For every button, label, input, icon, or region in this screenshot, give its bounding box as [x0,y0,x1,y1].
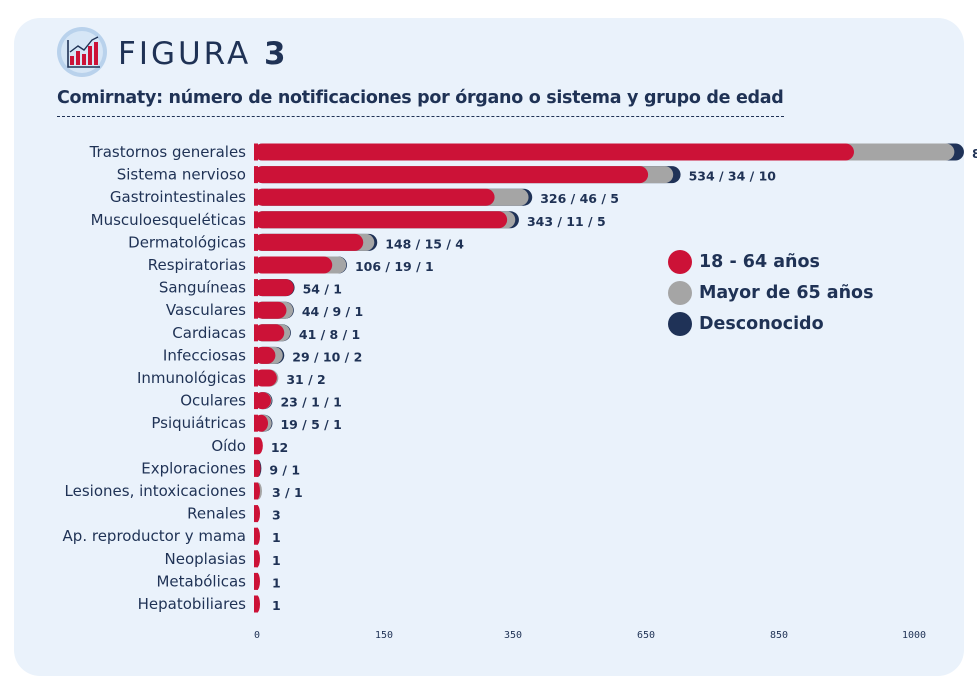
chart-subtitle: Comirnaty: número de notificaciones por … [57,88,784,108]
category-label-respiratorias: Respiratorias [148,256,246,274]
legend-label-18-64: 18 - 64 años [699,251,820,272]
category-label-oido: Oído [211,437,246,455]
bar-base-neoplasias [254,550,258,568]
bar-base-respiratorias [254,256,258,274]
bar-musculoesqueleticas-18-64-anos [254,211,508,229]
data-label-infecciosas: 29 / 10 / 2 [292,349,362,364]
data-label-metabolicas: 1 [272,575,281,590]
legend-item-18-64: 18 - 64 años [668,246,873,277]
x-tick-label-850: 850 [770,630,788,641]
data-label-dermatologicas: 148 / 15 / 4 [385,236,464,251]
data-label-gastrointestinales: 326 / 46 / 5 [540,191,619,206]
figure-number: 3 [264,36,286,72]
bar-base-lesiones-intoxicaciones [254,482,258,500]
bar-respiratorias-18-64-anos [254,256,333,274]
bar-base-cardiacas [254,324,258,342]
bar-base-oido [254,437,258,455]
legend-item-65plus: Mayor de 65 años [668,277,873,308]
bar-base-exploraciones [254,459,258,477]
bar-base-psiquiatricas [254,414,258,432]
category-label-oculares: Oculares [180,392,246,410]
bar-infecciosas-18-64-anos [254,346,276,364]
dashed-divider [57,116,784,117]
data-label-sanguineas: 54 / 1 [303,282,342,297]
bar-base-ap-reproductor-y-mama [254,527,258,545]
bar-dermatologicas-18-64-anos [254,233,364,251]
category-label-musculoesqueleticas: Musculoesqueléticas [91,211,247,229]
data-label-cardiacas: 41 / 8 / 1 [299,327,360,342]
legend-label-unknown: Desconocido [699,313,824,334]
x-tick-label-350: 350 [504,630,522,641]
bar-base-metabolicas [254,572,258,590]
legend-item-unknown: Desconocido [668,308,873,339]
category-label-renales: Renales [187,505,246,523]
bar-base-infecciosas [254,346,258,364]
bar-base-dermatologicas [254,233,258,251]
data-label-lesiones-intoxicaciones: 3 / 1 [272,485,303,500]
category-label-trastornos-generales: Trastornos generales [89,143,247,161]
bar-chart-icon [57,27,107,77]
category-label-hepatobiliares: Hepatobiliares [138,595,247,613]
data-label-ap-reproductor-y-mama: 1 [272,530,281,545]
category-label-psiquiatricas: Psiquiátricas [151,414,246,432]
bar-base-renales [254,505,258,523]
category-label-dermatologicas: Dermatológicas [128,233,246,251]
category-label-lesiones-intoxicaciones: Lesiones, intoxicaciones [65,482,247,500]
data-label-exploraciones: 9 / 1 [269,462,300,477]
category-label-infecciosas: Infecciosas [163,346,246,364]
bar-base-musculoesqueleticas [254,211,258,229]
data-label-oculares: 23 / 1 / 1 [280,395,341,410]
chart-legend: 18 - 64 años Mayor de 65 años Desconocid… [668,246,873,339]
bar-base-oculares [254,392,258,410]
category-label-ap-reproductor-y-mama: Ap. reproductor y mama [63,527,246,545]
bar-trastornos-generales-18-64-anos [254,143,854,161]
category-label-inmunologicas: Inmunológicas [137,369,246,387]
data-label-oido: 12 [271,440,288,455]
category-label-neoplasias: Neoplasias [165,550,247,568]
bar-base-gastrointestinales [254,188,258,206]
bar-base-sanguineas [254,279,258,297]
x-tick-label-150: 150 [375,630,393,641]
category-label-sanguineas: Sanguíneas [159,279,246,297]
data-label-respiratorias: 106 / 19 / 1 [355,259,434,274]
category-label-gastrointestinales: Gastrointestinales [110,188,246,206]
data-label-vasculares: 44 / 9 / 1 [302,304,363,319]
category-label-vasculares: Vasculares [166,301,246,319]
bar-base-inmunologicas [254,369,258,387]
bar-base-trastornos-generales [254,143,258,161]
data-label-psiquiatricas: 19 / 5 / 1 [280,417,341,432]
figure-word: FIGURA [118,36,252,72]
bar-base-vasculares [254,301,258,319]
bar-inmunologicas-18-64-anos [254,369,277,387]
data-label-renales: 3 [272,508,281,523]
data-label-sistema-nervioso: 534 / 34 / 10 [689,169,777,184]
legend-swatch-65plus [668,280,692,305]
data-label-trastornos-generales: 813 / 136 / 13 [972,146,977,161]
category-label-cardiacas: Cardiacas [172,324,246,342]
data-label-musculoesqueleticas: 343 / 11 / 5 [527,214,606,229]
bar-base-sistema-nervioso [254,166,258,184]
category-label-exploraciones: Exploraciones [141,459,246,477]
bar-oculares-18-64-anos [254,392,271,410]
x-tick-label-0: 0 [254,630,260,641]
data-label-inmunologicas: 31 / 2 [286,372,325,387]
bar-vasculares-18-64-anos [254,301,287,319]
bar-sistema-nervioso-18-64-anos [254,166,649,184]
figure-heading: FIGURA 3 [118,36,286,72]
bar-base-hepatobiliares [254,595,258,613]
legend-swatch-unknown [668,311,692,336]
bar-sanguineas-18-64-anos [254,279,294,297]
data-label-neoplasias: 1 [272,553,281,568]
figure-card [14,18,964,676]
legend-label-65plus: Mayor de 65 años [699,282,874,303]
legend-swatch-18-64 [668,249,692,274]
bar-gastrointestinales-18-64-anos [254,188,495,206]
data-label-hepatobiliares: 1 [272,598,281,613]
x-tick-label-650: 650 [637,630,655,641]
bar-cardiacas-18-64-anos [254,324,285,342]
category-label-metabolicas: Metabólicas [156,572,246,590]
category-label-sistema-nervioso: Sistema nervioso [117,166,246,184]
x-tick-label-1000: 1000 [902,630,926,641]
